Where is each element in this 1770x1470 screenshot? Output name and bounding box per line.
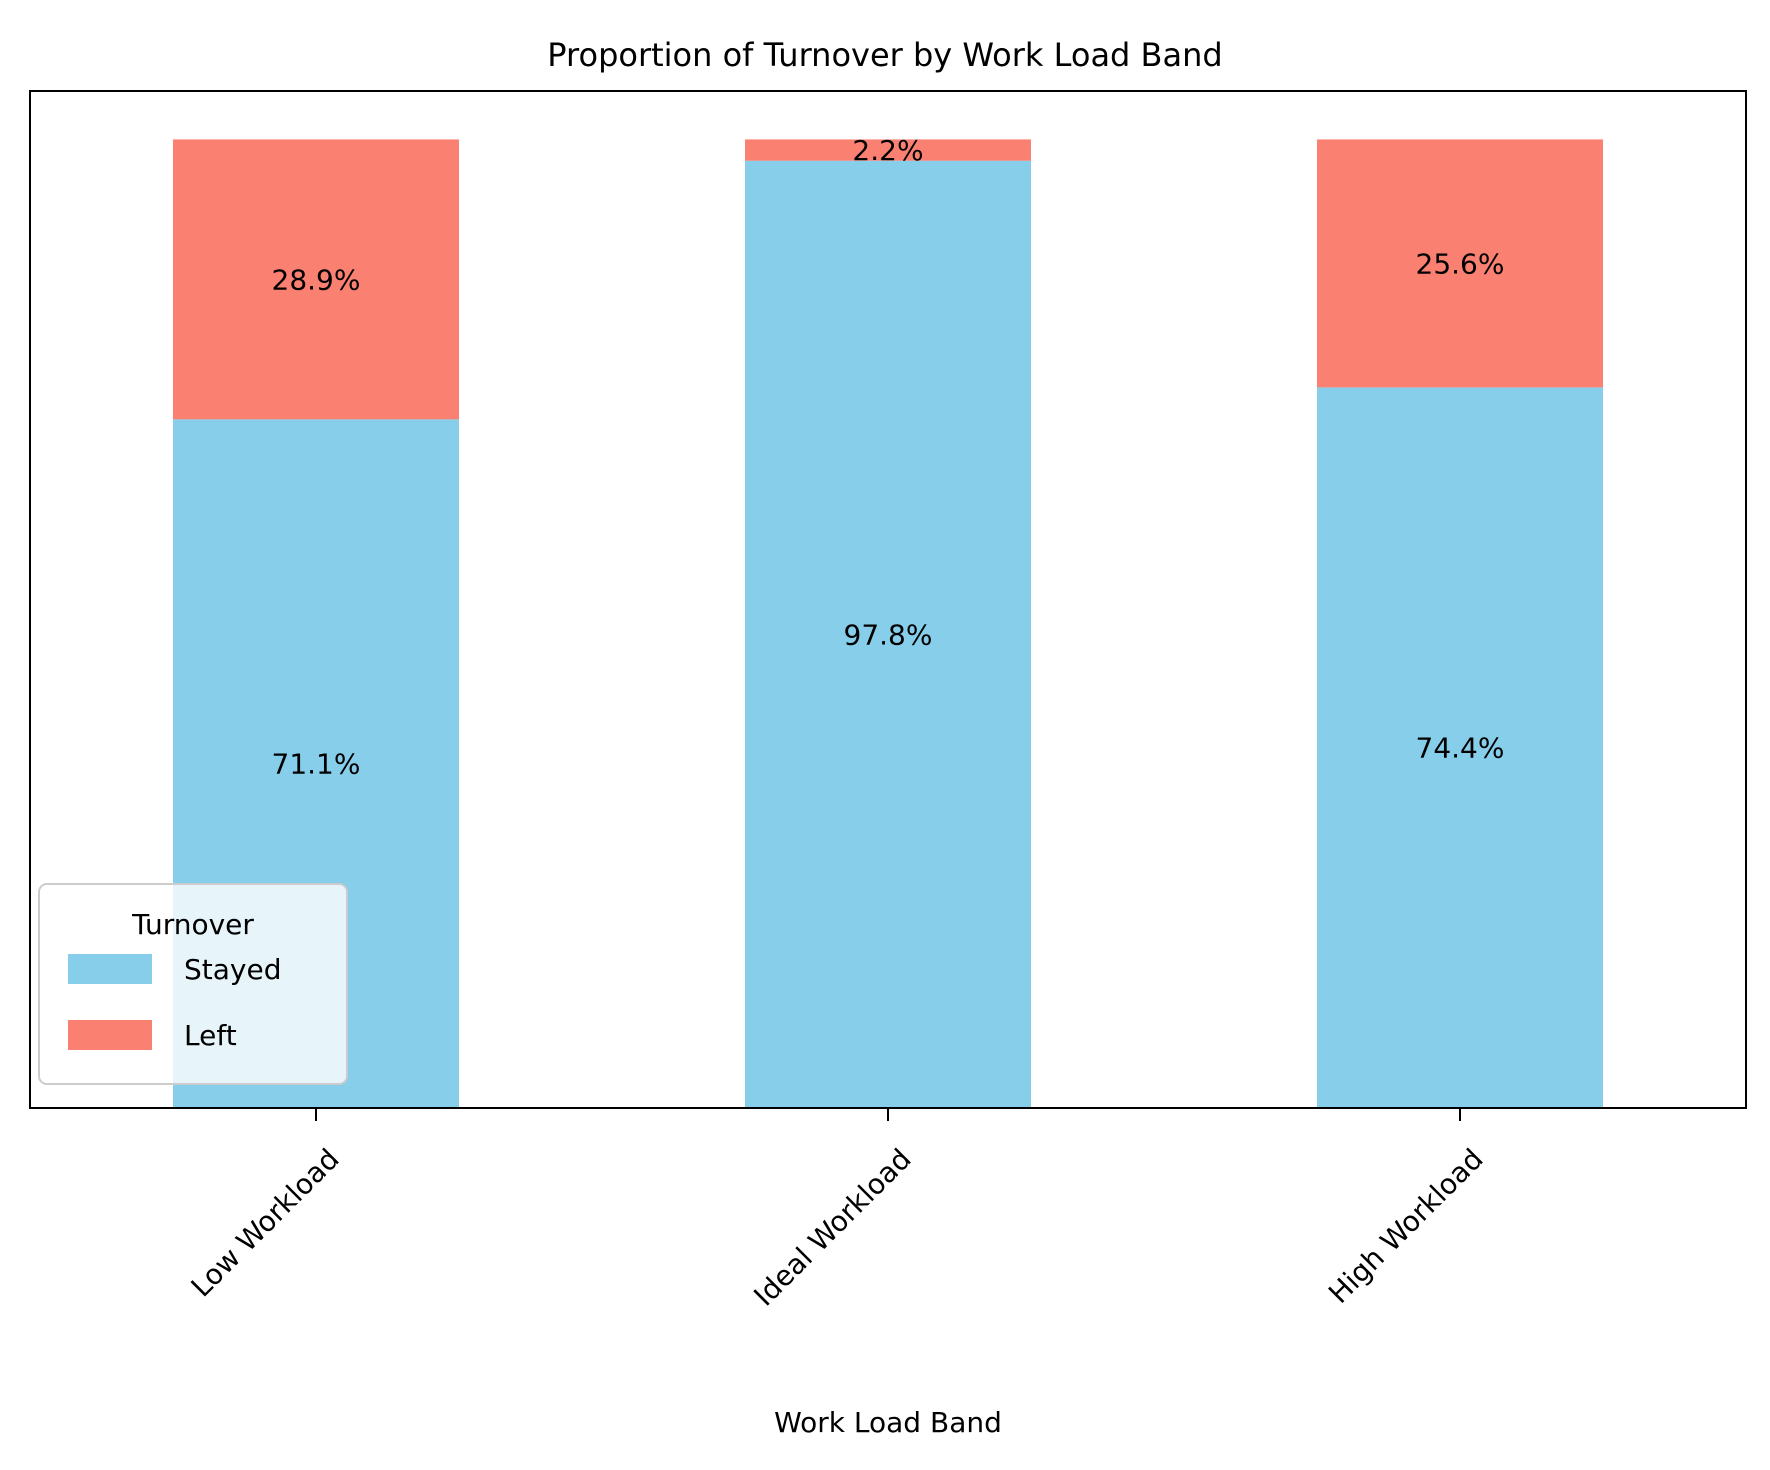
bar-stayed-2 xyxy=(1317,387,1603,1109)
data-label-left-0: 28.9% xyxy=(272,263,361,296)
legend-swatch-stayed xyxy=(68,954,152,984)
legend-title: Turnover xyxy=(131,908,254,941)
legend-label-left: Left xyxy=(184,1019,237,1052)
bar-left-2 xyxy=(1317,139,1603,388)
chart-title: Proportion of Turnover by Work Load Band xyxy=(547,36,1222,74)
data-label-left-1: 2.2% xyxy=(852,134,923,167)
legend-label-stayed: Stayed xyxy=(184,953,281,986)
bar-left-0 xyxy=(173,139,459,420)
bar-left-1 xyxy=(745,139,1031,161)
legend: Turnover Stayed Left xyxy=(38,883,348,1085)
data-label-stayed-1: 97.8% xyxy=(844,618,933,651)
legend-swatch-left xyxy=(68,1020,152,1050)
bar-stayed-1 xyxy=(745,160,1031,1109)
data-labels-group: 71.1% 28.9% 97.8% 2.2% 74.4% 25.6% xyxy=(272,134,1505,781)
data-label-stayed-0: 71.1% xyxy=(272,748,361,781)
bars-group xyxy=(173,139,1603,1109)
data-label-stayed-2: 74.4% xyxy=(1416,732,1505,765)
data-label-left-2: 25.6% xyxy=(1416,247,1505,280)
x-axis-label: Work Load Band xyxy=(774,1406,1002,1439)
legend-items: Stayed Left xyxy=(68,953,281,1052)
